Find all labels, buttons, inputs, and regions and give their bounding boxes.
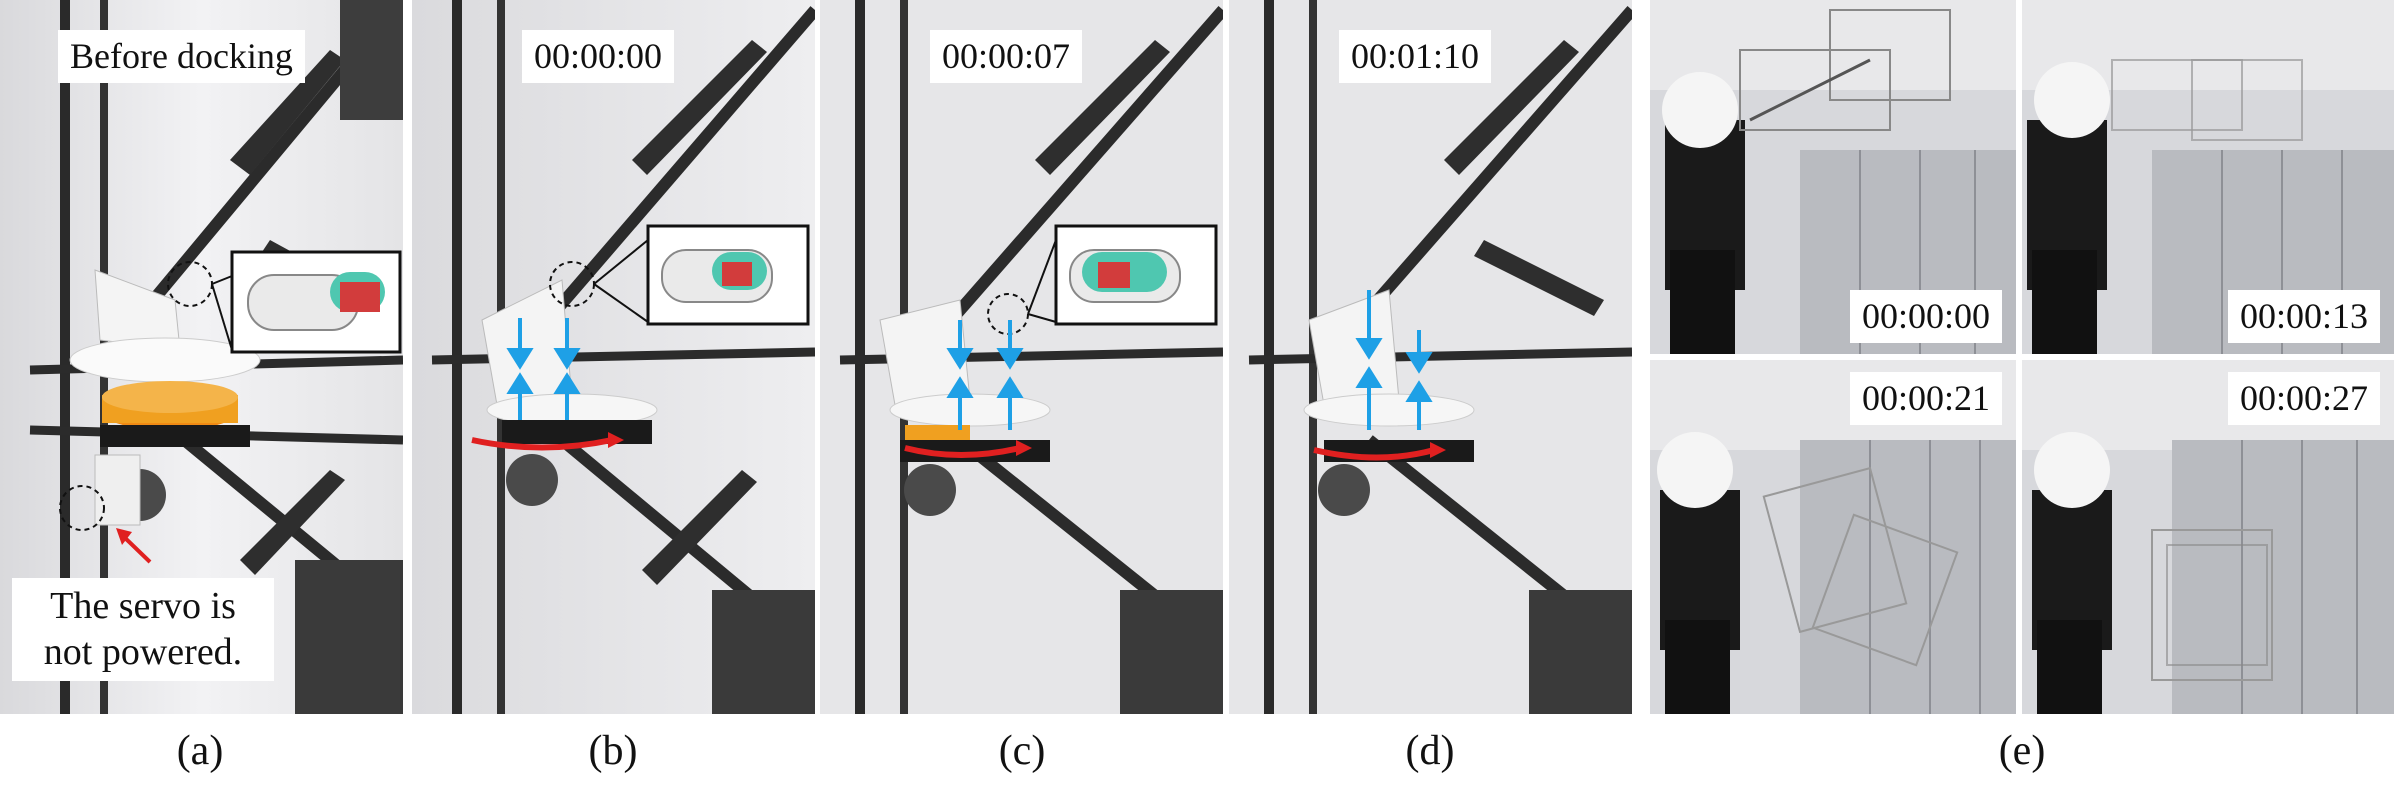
panel-c: 00:00:07: [820, 0, 1223, 714]
caption-e: (e): [1998, 728, 2046, 774]
photo-docking-start: [412, 0, 815, 714]
timestamp-label: 00:00:07: [930, 30, 1083, 84]
flight-frame-2: 00:00:13: [2022, 0, 2394, 354]
timestamp-label: 00:00:00: [522, 30, 675, 84]
before-docking-label: Before docking: [58, 30, 305, 84]
caption-c: (c): [998, 728, 1046, 774]
flight-frame-4: 00:00:27: [2022, 360, 2394, 714]
servo-status-line2: not powered.: [43, 630, 243, 673]
caption-d: (d): [1405, 728, 1455, 774]
panel-a: Before docking The servo is not powered.: [0, 0, 403, 714]
panel-d: 00:01:10: [1229, 0, 1632, 714]
flight-frame-1: 00:00:00: [1650, 0, 2016, 354]
servo-status-label: The servo is not powered.: [12, 578, 274, 682]
timestamp-label: 00:00:27: [2227, 372, 2380, 426]
flight-frame-3: 00:00:21: [1650, 360, 2016, 714]
panel-e: 00:00:00 00:00:13: [1650, 0, 2394, 714]
timestamp-label: 00:01:10: [1339, 30, 1492, 84]
timestamp-label: 00:00:00: [1849, 290, 2002, 344]
caption-b: (b): [588, 728, 638, 774]
photo-docking-complete: [1229, 0, 1632, 714]
panel-b: 00:00:00: [412, 0, 815, 714]
timestamp-label: 00:00:21: [1849, 372, 2002, 426]
timestamp-label: 00:00:13: [2227, 290, 2380, 344]
caption-a: (a): [176, 728, 224, 774]
photo-docking-progress: [820, 0, 1223, 714]
servo-status-line1: The servo is: [50, 585, 236, 627]
